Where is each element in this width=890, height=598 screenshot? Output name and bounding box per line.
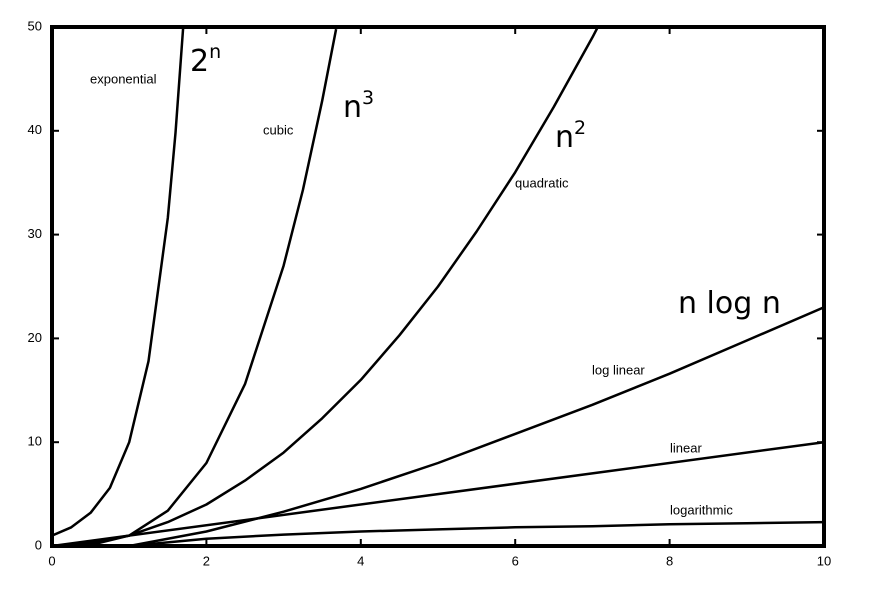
y-tick-label: 0 — [35, 537, 42, 552]
x-tick-label: 8 — [666, 553, 673, 568]
curve — [52, 306, 824, 546]
curve-label: log linear — [592, 362, 645, 377]
y-tick-label: 30 — [28, 226, 42, 241]
big-label-text: n — [555, 120, 574, 155]
curve-label: exponential — [90, 71, 157, 86]
x-tick-label: 4 — [357, 553, 364, 568]
y-tick-label: 10 — [28, 434, 42, 449]
curve — [52, 27, 185, 537]
big-label-sup: 2 — [574, 117, 586, 139]
big-label-text: 2 — [190, 44, 209, 79]
big-label-text: n log n — [678, 286, 781, 321]
big-label: n2 — [555, 117, 586, 155]
big-label: 2n — [190, 41, 221, 79]
x-tick-label: 0 — [48, 553, 55, 568]
curve-label: quadratic — [515, 175, 569, 190]
plot-area — [52, 27, 824, 546]
big-label: n3 — [343, 87, 374, 125]
curve-label: cubic — [263, 122, 294, 137]
curve — [52, 440, 824, 546]
y-tick-label: 40 — [28, 122, 42, 137]
curve-label: linear — [670, 440, 702, 455]
x-tick-label: 6 — [512, 553, 519, 568]
curve-label: logarithmic — [670, 502, 733, 517]
x-tick-label: 2 — [203, 553, 210, 568]
big-label-sup: n — [209, 41, 221, 63]
x-tick-label: 10 — [817, 553, 831, 568]
big-label-text: n — [343, 90, 362, 125]
big-label: n log n — [678, 286, 781, 321]
curve — [52, 520, 824, 546]
curve — [52, 27, 599, 546]
y-tick-label: 20 — [28, 330, 42, 345]
plot-frame — [50, 25, 826, 548]
curve — [52, 28, 338, 546]
big-label-sup: 3 — [362, 87, 374, 109]
y-tick-label: 50 — [28, 18, 42, 33]
